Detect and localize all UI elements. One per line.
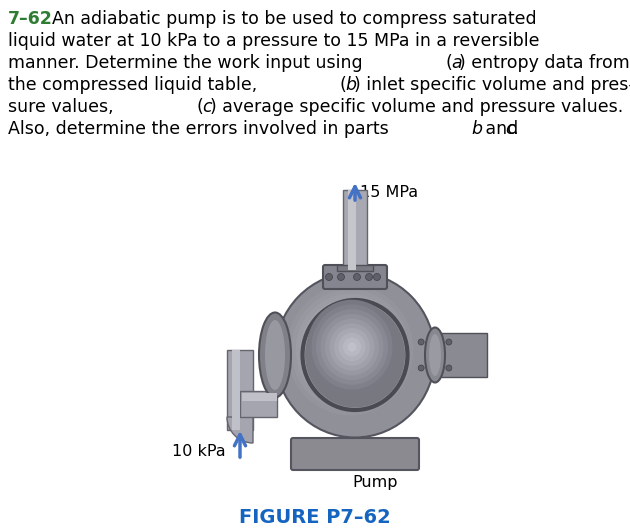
Text: b: b <box>471 120 482 138</box>
Text: 15 MPa: 15 MPa <box>360 185 418 200</box>
Ellipse shape <box>345 345 355 355</box>
Text: FIGURE P7–62: FIGURE P7–62 <box>239 508 391 527</box>
Ellipse shape <box>336 336 364 364</box>
Text: (: ( <box>196 98 203 116</box>
Ellipse shape <box>309 308 391 392</box>
Ellipse shape <box>259 312 291 397</box>
Ellipse shape <box>265 320 285 390</box>
Ellipse shape <box>321 314 384 380</box>
Text: ) average specific volume and pressure values.: ) average specific volume and pressure v… <box>210 98 623 116</box>
Ellipse shape <box>307 300 397 394</box>
Ellipse shape <box>429 334 441 376</box>
Ellipse shape <box>341 340 359 359</box>
Ellipse shape <box>314 313 386 387</box>
FancyBboxPatch shape <box>291 438 419 470</box>
Ellipse shape <box>325 319 379 376</box>
Wedge shape <box>227 417 253 443</box>
Ellipse shape <box>332 331 368 369</box>
Text: liquid water at 10 kPa to a pressure to 15 MPa in a reversible: liquid water at 10 kPa to a pressure to … <box>8 32 539 50</box>
Text: (: ( <box>445 54 452 72</box>
Circle shape <box>374 273 381 280</box>
Text: Pump: Pump <box>352 475 398 490</box>
Ellipse shape <box>311 304 392 389</box>
Ellipse shape <box>305 303 396 397</box>
Text: c: c <box>505 120 515 138</box>
Ellipse shape <box>287 285 413 415</box>
Circle shape <box>446 339 452 345</box>
Bar <box>343 190 367 270</box>
Text: Also, determine the errors involved in parts: Also, determine the errors involved in p… <box>8 120 394 138</box>
Ellipse shape <box>305 303 405 408</box>
Ellipse shape <box>318 317 382 383</box>
Text: manner. Determine the work input using: manner. Determine the work input using <box>8 54 368 72</box>
Text: 7–62: 7–62 <box>8 10 53 28</box>
Ellipse shape <box>316 309 388 385</box>
Ellipse shape <box>295 294 404 406</box>
Text: sure values,: sure values, <box>8 98 119 116</box>
Text: b: b <box>346 76 357 94</box>
Circle shape <box>338 273 345 280</box>
Circle shape <box>326 273 333 280</box>
Text: (: ( <box>340 76 347 94</box>
Text: An adiabatic pump is to be used to compress saturated: An adiabatic pump is to be used to compr… <box>52 10 537 28</box>
Bar <box>232 350 240 430</box>
Circle shape <box>353 273 360 280</box>
Text: a: a <box>451 54 462 72</box>
Text: the compressed liquid table,: the compressed liquid table, <box>8 76 263 94</box>
Ellipse shape <box>291 289 409 411</box>
Ellipse shape <box>328 327 373 373</box>
Circle shape <box>365 273 372 280</box>
Ellipse shape <box>282 280 418 420</box>
Ellipse shape <box>329 323 374 371</box>
Text: ) inlet specific volume and pres-: ) inlet specific volume and pres- <box>353 76 630 94</box>
Circle shape <box>418 339 424 345</box>
Ellipse shape <box>275 272 435 437</box>
Bar <box>337 265 373 271</box>
Text: ) entropy data from: ) entropy data from <box>459 54 630 72</box>
Circle shape <box>418 365 424 371</box>
Bar <box>348 190 356 270</box>
Bar <box>242 393 277 401</box>
Text: .: . <box>512 120 518 138</box>
Text: and: and <box>480 120 524 138</box>
Bar <box>435 333 487 377</box>
FancyBboxPatch shape <box>323 265 387 289</box>
Circle shape <box>446 365 452 371</box>
Ellipse shape <box>334 328 370 366</box>
Ellipse shape <box>338 333 365 361</box>
Ellipse shape <box>348 342 357 352</box>
Ellipse shape <box>323 322 377 378</box>
Text: c: c <box>202 98 212 116</box>
Ellipse shape <box>425 328 445 383</box>
Text: 10 kPa: 10 kPa <box>172 445 226 460</box>
Ellipse shape <box>300 298 400 402</box>
Bar <box>240 391 277 417</box>
Bar <box>227 350 253 430</box>
Ellipse shape <box>343 337 361 356</box>
